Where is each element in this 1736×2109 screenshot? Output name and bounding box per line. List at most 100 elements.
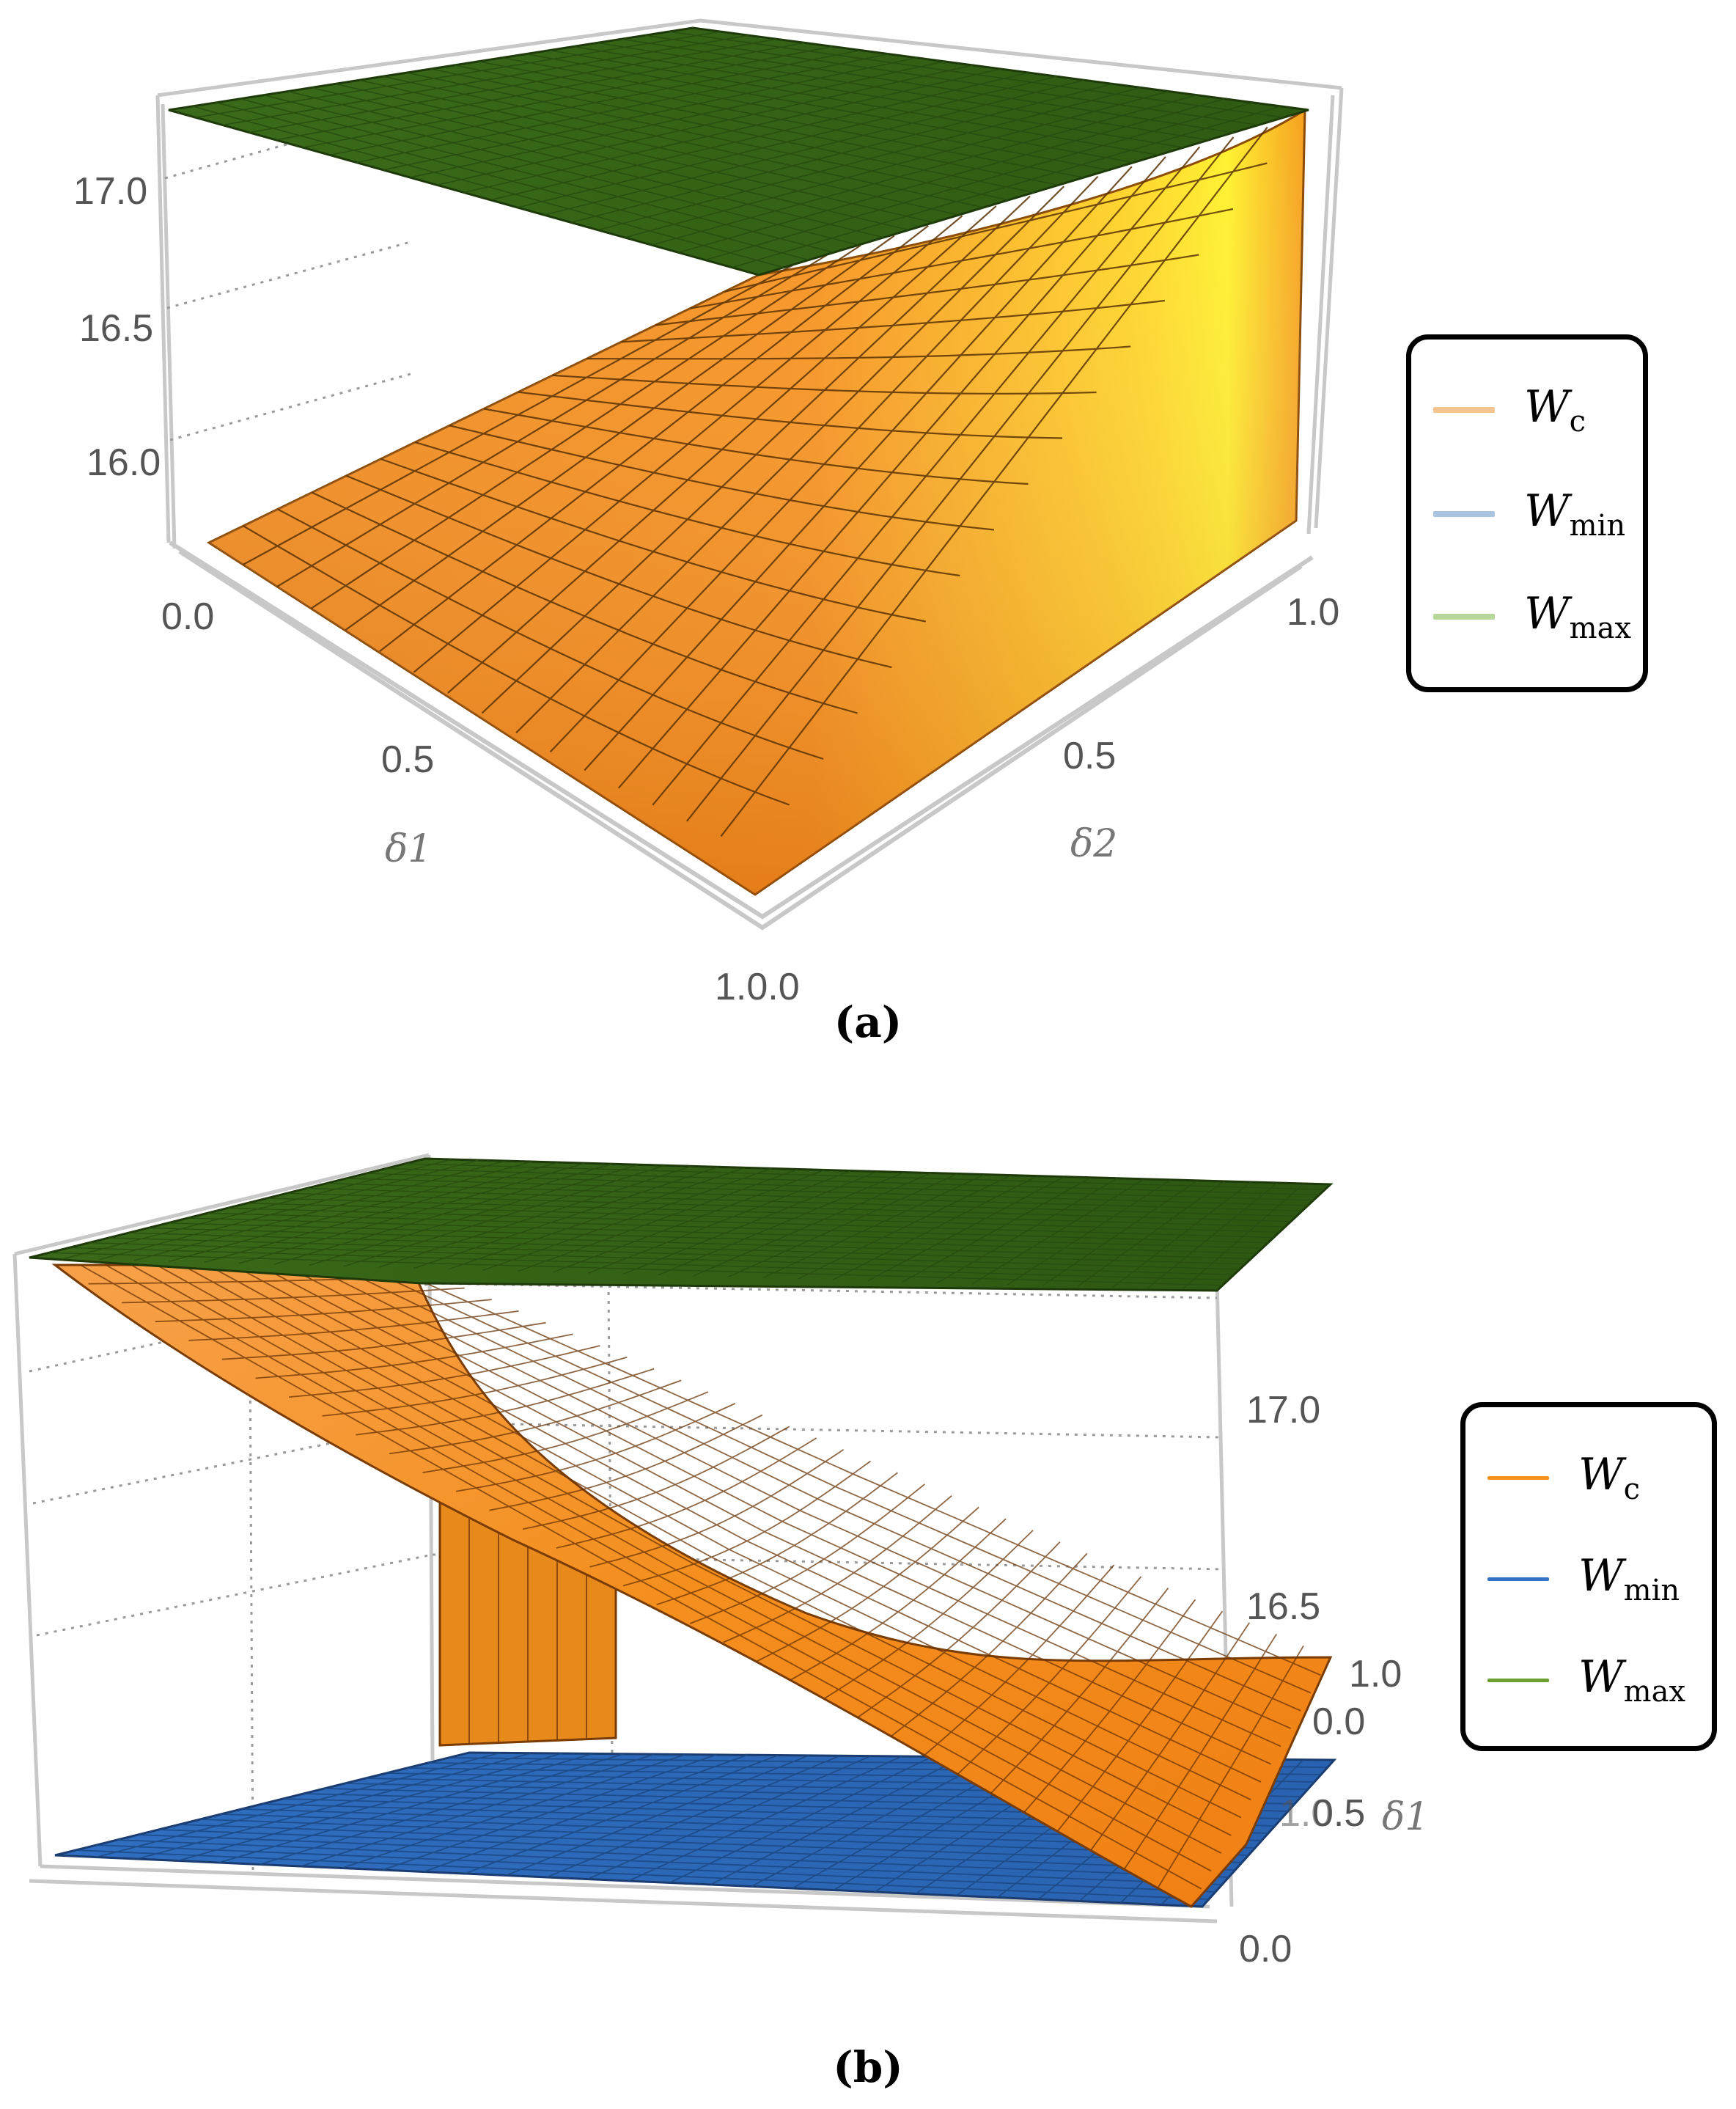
- mesh-line: [549, 175, 1099, 753]
- mesh-line: [651, 94, 1197, 246]
- mesh-line: [587, 1755, 872, 1880]
- mesh-line: [584, 166, 1133, 771]
- mesh-line: [1076, 1181, 1225, 1288]
- mesh-line: [289, 1345, 600, 1398]
- mesh-line: [238, 1162, 586, 1264]
- mesh-line: [308, 1164, 639, 1266]
- legend-a: Wc Wmin Wmax: [1406, 334, 1648, 692]
- legend-item-wmin: Wmin: [1487, 1549, 1680, 1608]
- legend-label-wmax: Wmax: [1578, 1651, 1686, 1709]
- mesh-line: [345, 235, 895, 631]
- mesh-line: [343, 1164, 666, 1267]
- mesh-line: [413, 215, 963, 673]
- mesh-line: [1181, 1183, 1305, 1291]
- z-tick-label: 16.5: [1246, 1585, 1320, 1628]
- chart-b-plot: 17.0 16.5 1.0 0.5 0.0 0.0 1.0 δ1: [12, 1153, 1429, 1970]
- mesh-line: [1056, 1610, 1224, 1832]
- legend-item-wmax: Wmax: [1487, 1651, 1685, 1709]
- mesh-line: [505, 1755, 809, 1877]
- mesh-line: [588, 1170, 852, 1274]
- mesh-line: [1090, 1622, 1251, 1851]
- mesh-line: [483, 1167, 772, 1271]
- mesh-line: [249, 38, 777, 133]
- legend-label-wmin: Wmin: [1578, 1550, 1680, 1607]
- mesh-line: [686, 136, 1235, 822]
- mesh-line: [751, 1756, 995, 1888]
- legend-item-wc: Wc: [1487, 1448, 1640, 1507]
- mesh-line: [518, 1168, 798, 1272]
- mesh-line: [902, 1177, 1092, 1283]
- legend-label-wmax: Wmax: [1524, 588, 1632, 645]
- mesh-line: [255, 1333, 573, 1379]
- mesh-line: [489, 1414, 763, 1511]
- mesh-line: [177, 1753, 562, 1862]
- mesh-line: [723, 1495, 952, 1643]
- mesh-line: [95, 1752, 501, 1858]
- surface-wc-a: [206, 108, 1306, 896]
- mesh-line: [204, 1162, 559, 1263]
- mesh-line: [693, 1172, 932, 1277]
- mesh-line: [1023, 1599, 1196, 1813]
- mesh-line: [133, 1160, 506, 1261]
- mesh-line: [790, 1518, 1007, 1681]
- mesh-line: [957, 1576, 1142, 1775]
- x-tick-label: 0.0: [1239, 1928, 1292, 1970]
- legend-b: Wc Wmin Wmax: [1460, 1402, 1717, 1751]
- surface-wmax-b: [29, 1157, 1334, 1292]
- mesh-line: [732, 106, 1281, 268]
- mesh-line: [464, 1754, 779, 1874]
- mesh-line: [710, 1756, 964, 1885]
- legend-label-wc: Wc: [1524, 381, 1586, 439]
- mesh-line: [448, 1167, 746, 1270]
- mesh-line: [677, 98, 1225, 254]
- corner-tick-label: 1.0.0: [715, 966, 800, 1008]
- surface-wc-wall-b: [438, 1472, 617, 1747]
- y-tick-label: 0.5: [1063, 735, 1116, 777]
- mesh-line: [169, 1161, 532, 1262]
- mesh-line: [1157, 1645, 1304, 1888]
- legend-label-wmin: Wmin: [1524, 485, 1626, 543]
- mesh-line: [329, 49, 861, 156]
- mesh-line: [923, 1564, 1115, 1756]
- mesh-line: [1111, 1181, 1251, 1288]
- mesh-line: [447, 205, 997, 694]
- z-tick-label: 16.0: [87, 441, 161, 484]
- mesh-line: [222, 34, 749, 126]
- z-tick-labels-b: 17.0 16.5: [1246, 1389, 1320, 1628]
- mesh-line: [436, 65, 973, 186]
- panel-b: 17.0 16.5 1.0 0.5 0.0 0.0 1.0 δ1 Wc Wmin…: [0, 1056, 1736, 2109]
- mesh-line: [705, 102, 1253, 261]
- mesh-line: [1007, 1179, 1172, 1285]
- mesh-line: [689, 1483, 925, 1624]
- mesh-line: [273, 1163, 612, 1265]
- mesh-line: [311, 244, 861, 609]
- mesh-line: [624, 90, 1169, 238]
- mesh-line: [276, 42, 805, 141]
- mesh-line: [1042, 1180, 1198, 1286]
- mesh-line: [481, 195, 1031, 714]
- mesh-line: [301, 1753, 655, 1867]
- mesh-line: [856, 1541, 1061, 1719]
- z-tick-label: 17.0: [1246, 1389, 1320, 1431]
- mesh-line: [720, 126, 1268, 837]
- mesh-line: [546, 1755, 841, 1878]
- bounding-box-a: [155, 18, 1344, 549]
- legend-item-wmin: Wmin: [1433, 485, 1625, 543]
- mesh-line: [656, 1472, 898, 1606]
- legend-label-wc: Wc: [1578, 1449, 1641, 1506]
- mesh-line: [762, 1173, 985, 1279]
- chart-a-plot: 17.0 16.5 16.0 0.0 0.5 1.0.0 0.5 1.0 δ1 …: [73, 18, 1344, 1008]
- mesh-line: [413, 1166, 718, 1269]
- x-tick-label: 1.0: [1349, 1653, 1402, 1695]
- panel-a: 17.0 16.5 16.0 0.0 0.5 1.0.0 0.5 1.0 δ1 …: [73, 18, 1648, 1047]
- mesh-line: [221, 1321, 546, 1360]
- z-tick-labels-a: 17.0 16.5 16.0: [73, 170, 161, 484]
- mesh-line: [756, 1506, 979, 1662]
- z-tick-label: 17.0: [73, 170, 147, 213]
- y-tick-label: 1.0: [1287, 591, 1339, 634]
- base-frame-a: [169, 540, 1314, 931]
- mesh-line: [832, 1175, 1038, 1281]
- mesh-line: [617, 156, 1166, 789]
- x-tick-label: 0.0: [161, 595, 214, 638]
- mesh-line: [570, 83, 1113, 224]
